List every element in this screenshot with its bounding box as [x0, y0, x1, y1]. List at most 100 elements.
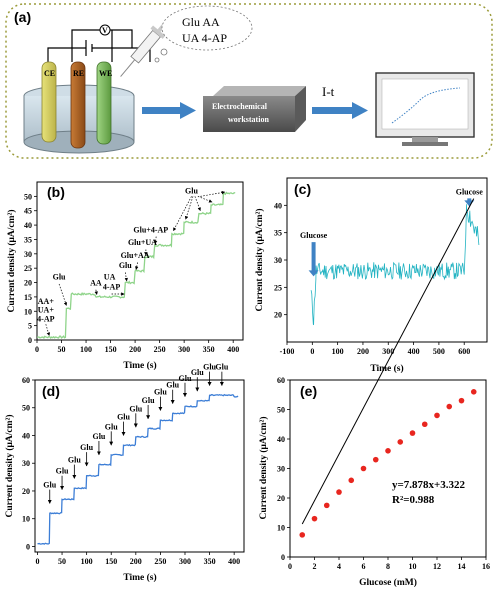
electrode-we: WE: [96, 61, 112, 145]
x-tick-label: -100: [280, 347, 295, 356]
panel-d-arrow-label: Glu: [129, 404, 142, 413]
y-tick-label: 50: [24, 192, 32, 201]
panel-b-arrow: [200, 190, 226, 197]
panel-d-arrow-label: Glu: [215, 363, 228, 372]
panel-b-plot-area: [36, 181, 244, 341]
y-tick-label: 10: [277, 524, 285, 533]
y-tick-label: 25: [24, 264, 32, 273]
panel-d-arrow-label: Glu: [105, 422, 118, 431]
x-tick-label: 8: [386, 562, 390, 571]
panel-e-fit-line: [301, 198, 475, 525]
x-tick-label: 50: [58, 345, 66, 354]
panel-d-arrow-label: Glu: [203, 363, 216, 372]
panel-b-arrow: [194, 196, 201, 212]
panel-d-arrow-label: Glu: [142, 396, 155, 405]
y-tick-label: 20: [22, 487, 30, 496]
panel-b-ylabel: Current density (μA/cm²): [6, 209, 17, 312]
panel-d-marks: GluGluGluGluGluGluGluGluGluGluGluGluGluG…: [37, 363, 239, 545]
panel-d-series-line: [37, 393, 239, 545]
panel-b-annotation: Glu: [119, 261, 132, 270]
x-tick-label: 0: [35, 345, 39, 354]
panel-e-ticks: 0 2 4 6 8 10 12 14 16 0 10 20 30 40 50 60: [277, 376, 490, 571]
panel-d-arrow-label: Glu: [191, 368, 204, 377]
panel-d-arrow-label: Glu: [92, 432, 105, 441]
panel-c-plot-area: [286, 177, 488, 343]
panel-e-data-point: [434, 412, 440, 419]
panel-e-data-point: [397, 439, 404, 445]
circuit-wires: [47, 29, 151, 65]
panel-b-arrow: [124, 272, 128, 282]
panel-e-data-point: [299, 532, 306, 538]
panel-b-annotation: Glu+4-AP: [133, 225, 168, 234]
electrode-ce: CE: [41, 61, 57, 143]
x-tick-label: 300: [178, 345, 190, 354]
panel-b-chart: (b) Time (s) Current density (μA/cm²) 0 5…: [6, 181, 244, 371]
panel-e-data-point: [385, 448, 391, 454]
panel-e-r-squared: R²=0.988: [392, 494, 435, 506]
panel-b-annotation: AA+: [38, 297, 55, 306]
y-tick-label: 35: [24, 235, 32, 244]
panel-c-marks: Glucose Glucose: [300, 187, 484, 326]
panel-e-data-point: [458, 397, 465, 404]
y-tick-label: 30: [22, 459, 30, 468]
panel-e-data-point: [446, 403, 453, 410]
x-tick-label: 300: [179, 557, 191, 566]
panel-d-chart: (d) Time (s) Current density (μA/cm²) 0 5…: [4, 363, 245, 583]
panel-b-arrow: [173, 196, 192, 232]
x-tick-label: 16: [482, 562, 490, 571]
y-tick-label: 15: [24, 293, 32, 302]
panel-a-label: (a): [14, 9, 31, 25]
y-tick-label: 60: [277, 376, 285, 385]
panel-c-series-line: [310, 204, 480, 326]
panel-b-annotation: Glu: [185, 186, 198, 195]
x-tick-label: 300: [382, 347, 394, 356]
panel-e-data-point: [470, 389, 477, 395]
y-tick-label: 20: [277, 494, 285, 503]
panel-c-label: (c): [294, 181, 311, 197]
panel-d-arrow-label: Glu: [166, 381, 179, 390]
panel-b-label: (b): [47, 184, 65, 200]
bubble-line-2: UA 4-AP: [182, 31, 227, 45]
svg-text:RE: RE: [73, 69, 84, 78]
panel-b-arrow: [45, 324, 51, 337]
panel-c-arrow: [308, 242, 319, 277]
panel-c-ylabel: Current density (μA/cm²): [254, 208, 265, 311]
panel-d-xlabel: Time (s): [123, 572, 156, 583]
x-tick-label: 100: [332, 347, 344, 356]
svg-text:Electrochemical: Electrochemical: [212, 102, 268, 111]
syringe-icon: [120, 23, 166, 77]
panel-e-data-point: [360, 465, 367, 472]
y-tick-label: 30: [24, 250, 32, 259]
x-tick-label: 6: [362, 562, 366, 571]
x-tick-label: 200: [130, 557, 142, 566]
panel-b-arrow: [94, 289, 98, 295]
y-tick-label: 30: [277, 465, 285, 474]
x-tick-label: 100: [80, 345, 92, 354]
computer-monitor-icon: [375, 72, 475, 146]
panel-b-ticks: 0 50 100 150 200 250 300 350 400 0 5 10 15 20 25 30 35 40…: [24, 192, 239, 354]
panel-c-annotation: Glucose: [456, 187, 484, 196]
workstation-box-icon: Electrochemical workstation: [203, 86, 306, 132]
y-tick-label: 20: [24, 279, 32, 288]
panel-e-data-point: [421, 421, 428, 428]
panel-b-series-line: [37, 191, 236, 340]
panel-b-arrow: [184, 196, 194, 220]
x-tick-label: 350: [204, 557, 216, 566]
panel-e-label: (e): [300, 383, 317, 399]
panel-c-xlabel: Time (s): [370, 363, 403, 374]
voltmeter-icon: [99, 24, 111, 36]
x-tick-label: 400: [228, 557, 240, 566]
panel-d-arrow-label: Glu: [56, 467, 69, 476]
panel-d-arrow-label: Glu: [117, 413, 130, 422]
panel-e-data-point: [348, 477, 355, 484]
panel-d-label: (d): [42, 383, 60, 399]
svg-text:workstation: workstation: [228, 115, 269, 124]
x-tick-label: 0: [288, 562, 292, 571]
x-tick-label: 14: [458, 562, 466, 571]
y-tick-label: 0: [26, 542, 30, 551]
y-tick-label: 40: [274, 201, 282, 210]
y-tick-label: 30: [274, 256, 282, 265]
y-tick-label: 50: [22, 404, 30, 413]
y-tick-label: 0: [281, 553, 285, 562]
